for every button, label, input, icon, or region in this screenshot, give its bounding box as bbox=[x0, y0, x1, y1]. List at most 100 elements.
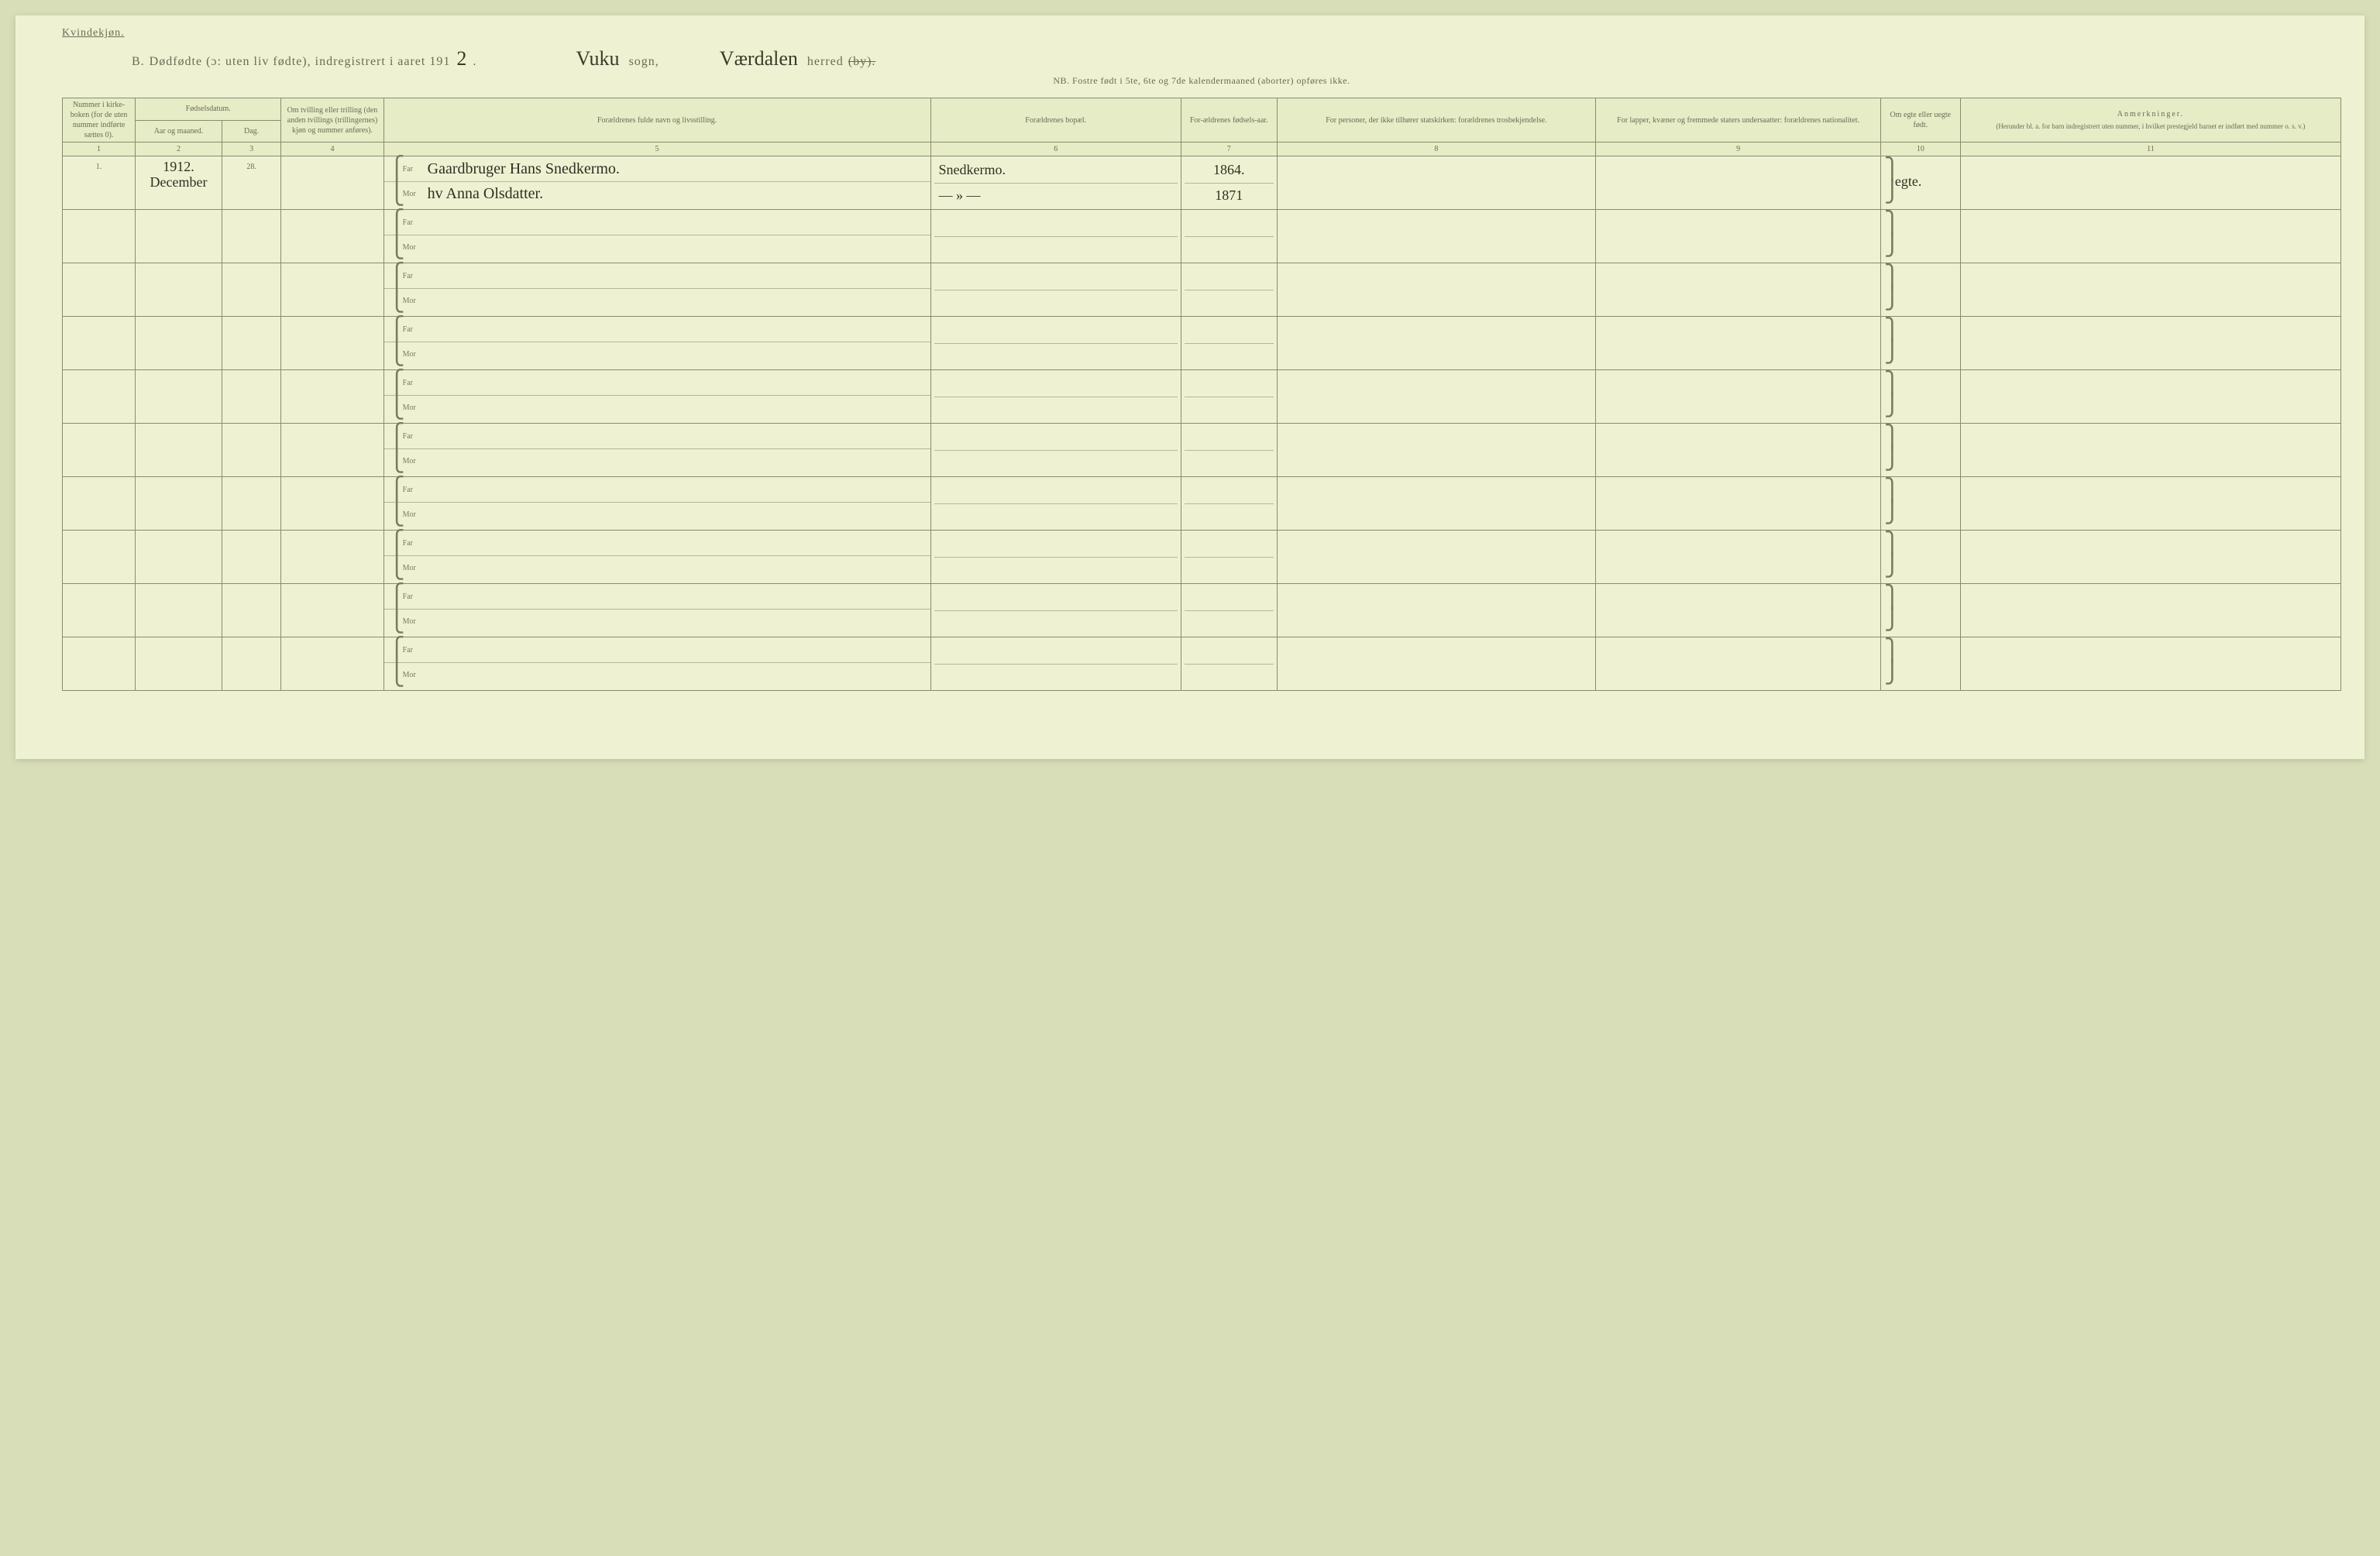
table-cell bbox=[63, 424, 136, 477]
table-cell bbox=[1277, 263, 1596, 317]
table-cell bbox=[136, 531, 222, 584]
title-period: . bbox=[473, 55, 476, 69]
table-cell bbox=[281, 637, 383, 691]
table-body: 1.1912.December28. ⎧FarGaardbruger Hans S… bbox=[63, 156, 2341, 691]
table-cell: ⎫⎭ bbox=[1880, 263, 1960, 317]
col-header-4: Forældrenes fulde navn og livsstilling. bbox=[383, 98, 930, 143]
col-header-6: For-ældrenes fødsels-aar. bbox=[1181, 98, 1278, 143]
table-cell bbox=[1596, 210, 1881, 263]
table-cell bbox=[63, 531, 136, 584]
herred-handwritten: Værdalen bbox=[715, 47, 803, 70]
colnum: 1 bbox=[63, 143, 136, 156]
table-cell bbox=[1960, 531, 2340, 584]
title-prefix: B. bbox=[132, 55, 145, 69]
table-cell bbox=[1596, 424, 1881, 477]
table-cell bbox=[281, 317, 383, 370]
table-cell bbox=[930, 210, 1181, 263]
table-cell: ⎫⎭ bbox=[1880, 477, 1960, 531]
colnum: 10 bbox=[1880, 143, 1960, 156]
colnum: 6 bbox=[930, 143, 1181, 156]
table-cell bbox=[1181, 263, 1278, 317]
table-cell bbox=[1277, 584, 1596, 637]
table-cell bbox=[63, 317, 136, 370]
table-cell: ⎫⎭ bbox=[1880, 637, 1960, 691]
table-row: ⎧Far⎩Mor⎫⎭ bbox=[63, 584, 2341, 637]
table-cell bbox=[1960, 263, 2340, 317]
colnum: 8 bbox=[1277, 143, 1596, 156]
table-cell bbox=[1181, 370, 1278, 424]
title-main: Dødfødte (ɔ: uten liv fødte), indregistr… bbox=[150, 55, 451, 69]
table-cell: ⎧Far⎩Mor bbox=[383, 370, 930, 424]
table-row: ⎧Far⎩Mor ⎫⎭ bbox=[63, 263, 2341, 317]
col-header-10-title: Anmerkninger. bbox=[1964, 109, 2337, 119]
column-number-row: 1 2 3 4 5 6 7 8 9 10 11 bbox=[63, 143, 2341, 156]
table-cell bbox=[1181, 531, 1278, 584]
table-cell bbox=[136, 584, 222, 637]
table-cell bbox=[930, 584, 1181, 637]
table-cell bbox=[136, 370, 222, 424]
title-line: B. Dødfødte (ɔ: uten liv fødte), indregi… bbox=[132, 47, 2341, 70]
table-cell bbox=[222, 210, 280, 263]
col-header-8: For lapper, kvæner og fremmede staters u… bbox=[1596, 98, 1881, 143]
table-cell: 1. bbox=[63, 156, 136, 210]
table-cell bbox=[136, 637, 222, 691]
table-cell: ⎧Far⎩Mor bbox=[383, 531, 930, 584]
table-row: ⎧Far⎩Mor ⎫⎭ bbox=[63, 370, 2341, 424]
table-cell bbox=[63, 637, 136, 691]
table-cell bbox=[1181, 317, 1278, 370]
col-header-2a: Aar og maaned. bbox=[136, 120, 222, 143]
table-cell: ⎫⎭ bbox=[1880, 584, 1960, 637]
table-cell: ⎧FarGaardbruger Hans Snedkermo.⎩Morhv An… bbox=[383, 156, 930, 210]
table-cell bbox=[1181, 584, 1278, 637]
col-header-10-sub: (Herunder bl. a. for barn indregistrert … bbox=[1964, 122, 2337, 132]
table-cell: ⎧Far⎩Mor bbox=[383, 477, 930, 531]
register-table: Nummer i kirke-boken (for de uten nummer… bbox=[62, 98, 2341, 691]
sogn-label: sogn, bbox=[629, 55, 659, 69]
table-cell bbox=[281, 370, 383, 424]
table-cell: ⎧Far⎩Mor bbox=[383, 263, 930, 317]
table-cell bbox=[1596, 637, 1881, 691]
table-cell: 1864.1871 bbox=[1181, 156, 1278, 210]
col-header-10: Anmerkninger. (Herunder bl. a. for barn … bbox=[1960, 98, 2340, 143]
table-cell: 28. bbox=[222, 156, 280, 210]
col-header-1: Nummer i kirke-boken (for de uten nummer… bbox=[63, 98, 136, 143]
table-cell: 1912.December bbox=[136, 156, 222, 210]
table-cell bbox=[136, 210, 222, 263]
table-cell: ⎫⎭ bbox=[1880, 210, 1960, 263]
table-cell: ⎧Far⎩Mor bbox=[383, 637, 930, 691]
table-cell bbox=[222, 370, 280, 424]
sogn-handwritten: Vuku bbox=[571, 47, 624, 70]
table-cell bbox=[930, 477, 1181, 531]
year-handwritten: 2 bbox=[455, 47, 468, 70]
table-cell bbox=[222, 477, 280, 531]
table-cell bbox=[1960, 317, 2340, 370]
table-cell bbox=[930, 370, 1181, 424]
table-cell bbox=[1596, 156, 1881, 210]
table-row: ⎧Far⎩Mor⎫⎭ bbox=[63, 210, 2341, 263]
table-row: 1.1912.December28. ⎧FarGaardbruger Hans S… bbox=[63, 156, 2341, 210]
table-cell bbox=[1960, 584, 2340, 637]
col-header-5: Forældrenes bopæl. bbox=[930, 98, 1181, 143]
gender-label: Kvindekjøn. bbox=[62, 27, 2341, 40]
colnum: 7 bbox=[1181, 143, 1278, 156]
table-cell bbox=[1181, 424, 1278, 477]
table-row: ⎧Far⎩Mor ⎫⎭ bbox=[63, 477, 2341, 531]
table-cell bbox=[1960, 370, 2340, 424]
colnum: 9 bbox=[1596, 143, 1881, 156]
table-cell bbox=[1960, 156, 2340, 210]
colnum: 11 bbox=[1960, 143, 2340, 156]
table-row: ⎧Far⎩Mor⎫⎭ bbox=[63, 317, 2341, 370]
table-cell: Snedkermo.— » — bbox=[930, 156, 1181, 210]
table-cell bbox=[1960, 477, 2340, 531]
col-header-7: For personer, der ikke tilhører statskir… bbox=[1277, 98, 1596, 143]
table-cell bbox=[63, 263, 136, 317]
col-header-2b: Dag. bbox=[222, 120, 280, 143]
herred-label: herred bbox=[807, 55, 844, 69]
table-cell bbox=[1277, 637, 1596, 691]
col-header-9: Om egte eller uegte født. bbox=[1880, 98, 1960, 143]
table-row: ⎧Far⎩Mor ⎫⎭ bbox=[63, 637, 2341, 691]
register-page: Kvindekjøn. B. Dødfødte (ɔ: uten liv fød… bbox=[15, 15, 2365, 759]
table-cell: ⎫⎭egte. bbox=[1880, 156, 1960, 210]
table-cell: ⎫⎭ bbox=[1880, 370, 1960, 424]
table-cell bbox=[281, 477, 383, 531]
